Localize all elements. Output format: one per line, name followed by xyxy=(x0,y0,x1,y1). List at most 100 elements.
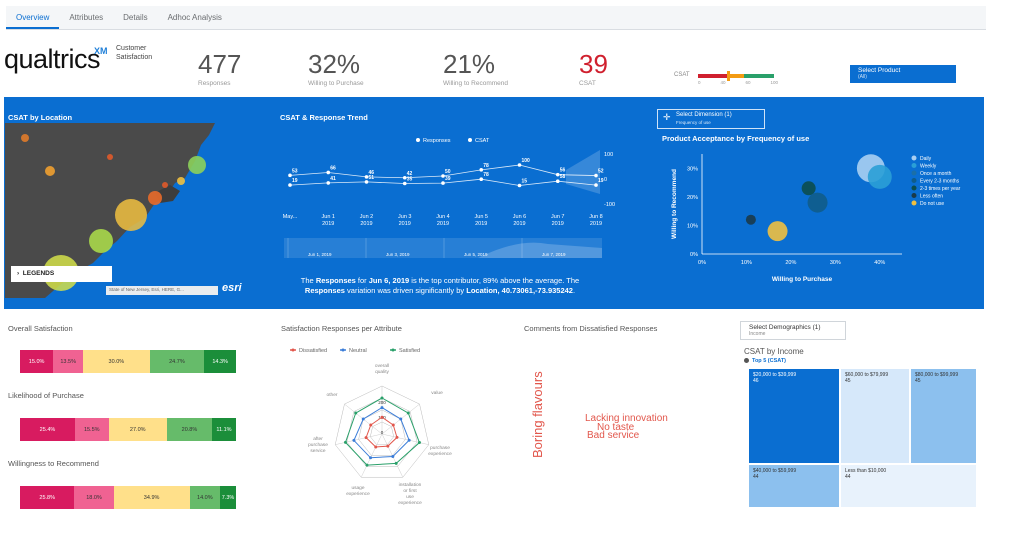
tab-attributes[interactable]: Attributes xyxy=(69,13,104,22)
radar-point xyxy=(399,417,403,421)
bar-segment[interactable]: 7.3% xyxy=(220,486,236,509)
scatter-point xyxy=(867,164,892,189)
radar-axis-label: after purchase service xyxy=(308,436,328,454)
data-point xyxy=(517,183,522,188)
legend-marker xyxy=(391,348,395,352)
treemap-cell[interactable]: $80,000 to $99,999 45 xyxy=(910,368,977,464)
legend-marker xyxy=(911,155,917,161)
bar-segment[interactable]: 27.0% xyxy=(108,418,167,441)
trend-legend: Responses CSAT xyxy=(416,138,490,144)
likelihood-of-purchase-bar[interactable]: 25.4% 15.5% 27.0% 20.8% 11.1% xyxy=(20,418,236,441)
radar-series xyxy=(343,396,421,467)
scatter-axes: 0% 10% 20% 30% 40% 0% 10% 20% 30% Willing to Purc… xyxy=(671,154,902,283)
x-tick-label: 10% xyxy=(741,260,752,266)
data-label: 56 xyxy=(560,168,566,174)
scatter-chart[interactable]: 0% 10% 20% 30% 40% 0% 10% 20% 30% Willing to Purc… xyxy=(662,140,982,290)
legends-button[interactable]: › LEGENDS xyxy=(11,266,112,282)
scatter-point xyxy=(807,192,828,213)
brand-subtitle: Customer Satisfaction xyxy=(116,45,153,61)
treemap-cell[interactable]: $60,000 to $79,999 45 xyxy=(840,368,910,464)
radar-title: Satisfaction Responses per Attribute xyxy=(281,324,402,333)
radar-axis-label: overall quality xyxy=(375,363,390,375)
tab-overview[interactable]: Overview xyxy=(6,13,60,29)
bar-segment[interactable]: 24.7% xyxy=(149,350,205,373)
radar-point xyxy=(369,423,373,427)
data-point xyxy=(594,183,598,187)
data-label: 78 xyxy=(483,172,489,178)
bar-segment[interactable]: 14.3% xyxy=(204,350,236,373)
radar-axis-labels: overall quality value purchase experience ins… xyxy=(308,363,452,506)
legend-label: Once a month xyxy=(920,171,952,177)
insight-bold: Responses xyxy=(304,286,345,295)
treemap-cell-value: 46 xyxy=(753,378,759,384)
bar-segment[interactable]: 25.4% xyxy=(20,418,75,441)
radar-point xyxy=(364,436,368,440)
scatter-points xyxy=(745,154,892,242)
treemap-cell-label: $80,000 to $99,999 xyxy=(915,372,959,378)
data-point xyxy=(326,181,331,185)
x-tick-label: Jun 2 2019 xyxy=(360,214,373,227)
data-label: 35 xyxy=(407,177,413,183)
bar-segment[interactable]: 25.8% xyxy=(20,486,75,509)
legend-marker xyxy=(911,200,917,206)
data-point xyxy=(364,175,369,179)
bar-segment[interactable]: 15.5% xyxy=(74,418,109,441)
kpi-label: Willing to Purchase xyxy=(308,80,364,87)
tab-details[interactable]: Details xyxy=(123,13,148,22)
data-point xyxy=(594,173,598,178)
location-bubble xyxy=(188,156,206,174)
top5-filter[interactable]: Top 5 (CSAT) xyxy=(744,358,786,364)
overall-satisfaction-bar[interactable]: 15.0% 13.5% 30.0% 24.7% 14.3% xyxy=(20,350,236,373)
radar-point xyxy=(391,423,395,427)
insight-part: for xyxy=(355,276,369,285)
select-product-button[interactable]: Select Product (All) xyxy=(850,65,956,83)
willingness-to-recommend-bar[interactable]: 25.8% 18.0% 34.9% 14.0% 7.3% xyxy=(20,486,236,509)
treemap-cell-value: 44 xyxy=(845,474,851,480)
radar-tick: 200 xyxy=(378,400,386,405)
bar-segment[interactable]: 18.0% xyxy=(74,486,114,509)
bar-segment[interactable]: 15.0% xyxy=(20,350,54,373)
insight-part: . xyxy=(572,286,576,295)
radar-point xyxy=(374,445,378,449)
treemap-cell[interactable]: $40,000 to $59,999 44 xyxy=(748,464,840,508)
bar-segment[interactable]: 34.9% xyxy=(113,486,190,509)
tab-adhoc-analysis[interactable]: Adhoc Analysis xyxy=(167,13,222,22)
x-tick-label: Jun 5 2019 xyxy=(475,214,488,227)
select-demographics-button[interactable]: Select Demographics (1) Income xyxy=(740,321,846,340)
data-label: 51 xyxy=(369,175,375,181)
legend-marker xyxy=(911,163,917,168)
legend-label: Daily xyxy=(920,156,932,162)
bar-segment[interactable]: 20.8% xyxy=(166,418,212,441)
select-dimension-button[interactable]: ✛ Select Dimension (1) Frequency of use xyxy=(657,109,765,129)
data-point xyxy=(402,175,407,180)
y-tick-label: 30% xyxy=(687,166,698,172)
insight-part: variation was driven significantly by xyxy=(344,286,467,295)
trend-chart[interactable]: Responses CSAT 100 0 -100 53 66 46 42 50 78 100 56… xyxy=(278,132,628,262)
legend-marker xyxy=(911,185,917,191)
treemap-cell[interactable]: Less than $10,000 44 xyxy=(840,464,977,508)
radio-icon xyxy=(744,358,749,364)
data-point xyxy=(364,180,369,184)
legend-marker xyxy=(341,348,345,352)
legends-label: LEGENDS xyxy=(22,270,55,277)
comment-word: No taste xyxy=(597,422,635,433)
bar-segment[interactable]: 14.0% xyxy=(189,486,221,509)
y-tick-label: 20% xyxy=(687,195,698,201)
legend-label: Do not use xyxy=(920,201,944,207)
bar-segment[interactable]: 13.5% xyxy=(53,350,84,373)
legend-marker xyxy=(416,138,420,142)
bar-segment[interactable]: 30.0% xyxy=(83,350,150,373)
range-label: Jun 1, 2019 xyxy=(308,252,332,257)
treemap-cell-label: $20,000 to $39,999 xyxy=(753,372,797,378)
bar-segment[interactable]: 11.1% xyxy=(211,418,236,441)
treemap-cell-label: Less than $10,000 xyxy=(845,468,887,474)
data-point xyxy=(555,179,560,183)
insight-part: The xyxy=(300,276,316,285)
data-label: 50 xyxy=(445,169,451,175)
data-label: 52 xyxy=(598,169,604,175)
treemap-cell[interactable]: $20,000 to $39,999 46 xyxy=(748,368,840,464)
legend-label: 2-3 times per year xyxy=(920,186,961,192)
range-track xyxy=(284,238,602,258)
